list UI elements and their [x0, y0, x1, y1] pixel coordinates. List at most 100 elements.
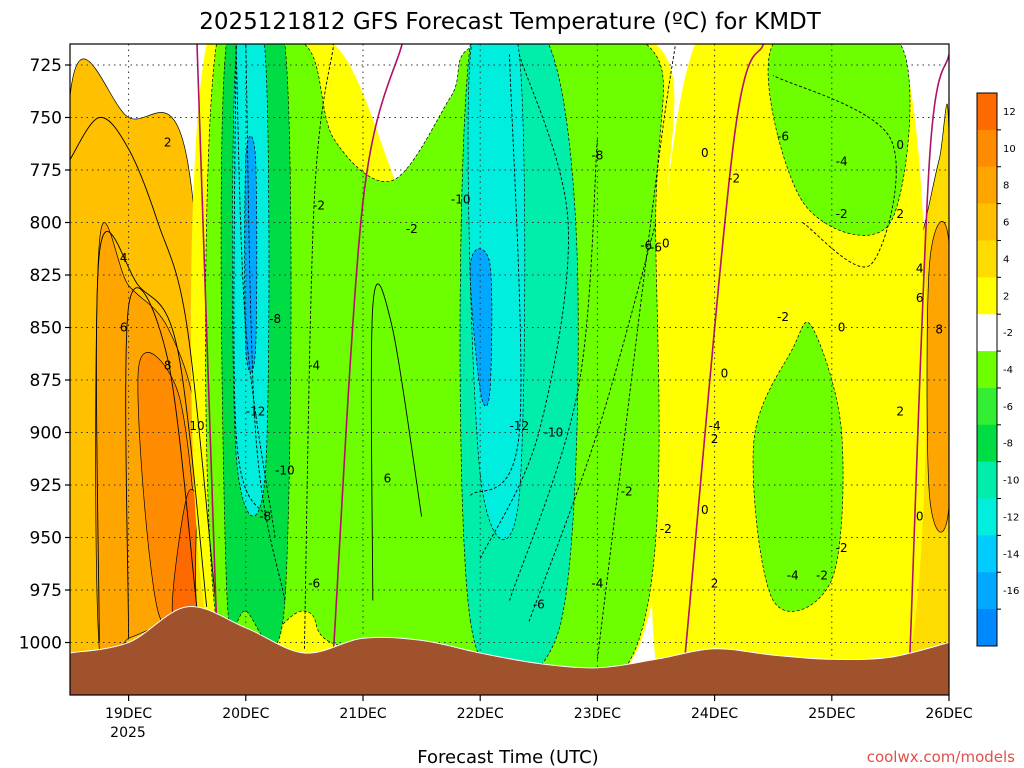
x-tick-label-7: 26DEC [925, 706, 972, 722]
contour-label: -2 [836, 207, 848, 221]
contour-line--8 [235, 44, 276, 538]
colorbar-legend: 12 10 8 6 4 2 -2 -4 -6 -8 -10 -12 -14 -16 [976, 92, 1019, 647]
contour-label: 0 [701, 146, 709, 160]
contour-line--10 [479, 54, 569, 559]
contour-label: -6 [777, 129, 789, 143]
contour-line--8 [509, 138, 598, 601]
contour-label: -6 [640, 239, 652, 253]
colorbar-swatch-14 [977, 609, 997, 647]
x-tick-label-0: 19DEC [105, 706, 152, 722]
y-tick-label-800: 800 [30, 214, 62, 234]
colorbar-swatch-2 [977, 166, 997, 205]
y-tick-label-750: 750 [30, 109, 62, 129]
colorbar-swatch-7 [977, 351, 997, 389]
contour-line--6 [772, 75, 897, 268]
contour-line-2 [70, 117, 217, 612]
colorbar-label--6: -6 [1003, 402, 1013, 413]
contour-label: -6 [308, 577, 320, 591]
y-tick-label-950: 950 [30, 529, 62, 549]
colorbar-frame [976, 92, 998, 647]
colorbar-swatch-8 [977, 387, 997, 426]
contour-line--6 [528, 222, 657, 622]
contour-label: -8 [591, 148, 603, 162]
contour-label: -2 [728, 171, 740, 185]
contour-label: -10 [275, 463, 295, 477]
x-axis-title: Forecast Time (UTC) [417, 747, 598, 768]
contour-label: -2 [777, 310, 789, 324]
grid-layer [70, 44, 949, 695]
y-tick-label-925: 925 [30, 476, 62, 496]
contour-line--6 [245, 44, 286, 601]
contour-label: -2 [660, 522, 672, 536]
contour-label: 2 [164, 136, 172, 150]
x-tick-label-4: 23DEC [574, 706, 621, 722]
colorbar-label-8: 8 [1003, 181, 1009, 192]
contour-label: -6 [533, 598, 545, 612]
x-tick-label-2: 21DEC [339, 706, 386, 722]
temperature-fill-layer [70, 44, 949, 695]
year-label: 2025 [110, 725, 146, 741]
contour-label: -2 [313, 199, 325, 213]
colorbar-swatch-11 [977, 498, 997, 536]
y-tick-label-725: 725 [30, 56, 62, 76]
contour-line--12 [470, 54, 522, 496]
x-tick-label-1: 20DEC [222, 706, 269, 722]
terrain-layer [70, 606, 949, 695]
y-tick-label-900: 900 [30, 424, 62, 444]
colorbar-swatch-4 [977, 240, 997, 278]
contour-label: 8 [935, 323, 943, 337]
contour-label: -12 [246, 405, 266, 419]
contour-label: 6 [120, 321, 128, 335]
x-tick-label-6: 25DEC [808, 706, 855, 722]
colorbar-swatch-9 [977, 424, 997, 463]
y-tick-label-1000: 1000 [19, 634, 62, 654]
contour-label: -2 [406, 222, 418, 236]
contour-line-0 [196, 44, 218, 622]
colorbar-label--12: -12 [1003, 513, 1019, 524]
contour-label: 0 [701, 503, 709, 517]
contour-line--2 [596, 44, 676, 660]
contour-label: 2 [711, 577, 719, 591]
contour-label: -8 [269, 312, 281, 326]
time-axis: 19DEC 20DEC 21DEC 22DEC 23DEC 24DEC 25DEC 26DEC [105, 695, 973, 722]
colorbar-label--10: -10 [1003, 476, 1019, 487]
contour-label: 10 [189, 419, 204, 433]
contour-label: 4 [916, 262, 924, 276]
colorbar-swatch-5 [977, 277, 997, 315]
contour-label: 2 [896, 207, 904, 221]
contour-label: -4 [308, 358, 320, 372]
colorbar-swatch-1 [977, 129, 997, 168]
colorbar-swatch-10 [977, 461, 997, 500]
x-tick-label-5: 24DEC [691, 706, 738, 722]
temp-band-8 [926, 221, 949, 533]
contour-label: -12 [509, 419, 529, 433]
y-tick-label-825: 825 [30, 266, 62, 286]
colorbar-swatch-6 [977, 314, 997, 352]
contour-label: 2 [711, 432, 719, 446]
contour-line-layer [70, 44, 949, 660]
source-credit[interactable]: coolwx.com/models [867, 748, 1015, 766]
y-tick-label-850: 850 [30, 319, 62, 339]
contour-label: -2 [836, 541, 848, 555]
colorbar-label-4: 4 [1003, 254, 1009, 265]
colorbar-label--16: -16 [1003, 586, 1019, 597]
colorbar-label--4: -4 [1003, 365, 1013, 376]
colorbar-label--8: -8 [1003, 439, 1013, 450]
colorbar-label-12: 12 [1003, 107, 1016, 118]
y-tick-label-775: 775 [30, 161, 62, 181]
contour-label: -4 [709, 419, 721, 433]
pressure-axis: 725 750 775 800 825 850 875 900 925 950 975 1000 [19, 56, 70, 654]
contour-label: 0 [838, 321, 846, 335]
y-tick-label-875: 875 [30, 371, 62, 391]
contour-label: -2 [816, 568, 828, 582]
contour-label: 6 [916, 291, 924, 305]
contour-label: 8 [164, 358, 172, 372]
x-tick-label-3: 22DEC [457, 706, 504, 722]
contour-label: -6 [650, 241, 662, 255]
contour-label: 2 [896, 405, 904, 419]
y-tick-label-975: 975 [30, 581, 62, 601]
plot-frame [69, 43, 950, 696]
contour-label: -4 [836, 155, 848, 169]
contour-line-0 [332, 44, 403, 647]
contour-label: -4 [787, 568, 799, 582]
